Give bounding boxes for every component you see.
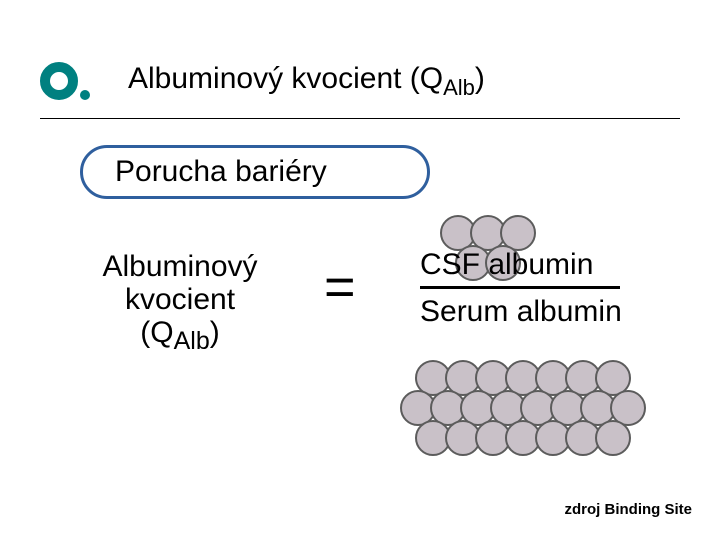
- title-prefix: Albuminový kvocient (Q: [128, 62, 443, 95]
- rhs-denominator: Serum albumin: [420, 295, 670, 329]
- molecule-cluster-bottom: [400, 360, 646, 456]
- title-underline: [40, 118, 680, 119]
- page-title: Albuminový kvocient (QAlb): [128, 62, 485, 101]
- lhs-line3: (QAlb): [70, 316, 290, 356]
- title-bullet-ring: [40, 62, 78, 100]
- subheading-pill: Porucha bariéry: [80, 145, 430, 199]
- fraction-bar: [420, 286, 620, 289]
- equation-rhs: CSF albumin Serum albumin: [420, 248, 670, 329]
- subheading-text: Porucha bariéry: [115, 155, 327, 189]
- equation-lhs: Albuminový kvocient (QAlb): [70, 250, 290, 356]
- title-bullet-dot: [80, 90, 90, 100]
- molecule-circle: [595, 420, 631, 456]
- rhs-numerator: CSF albumin: [420, 248, 670, 282]
- equals-sign: =: [324, 256, 356, 318]
- lhs-line1: Albuminový: [70, 250, 290, 283]
- title-suffix: ): [475, 62, 485, 95]
- title-sub: Alb: [443, 75, 475, 100]
- lhs-line2: kvocient: [70, 283, 290, 316]
- footer-source: zdroj Binding Site: [565, 501, 693, 518]
